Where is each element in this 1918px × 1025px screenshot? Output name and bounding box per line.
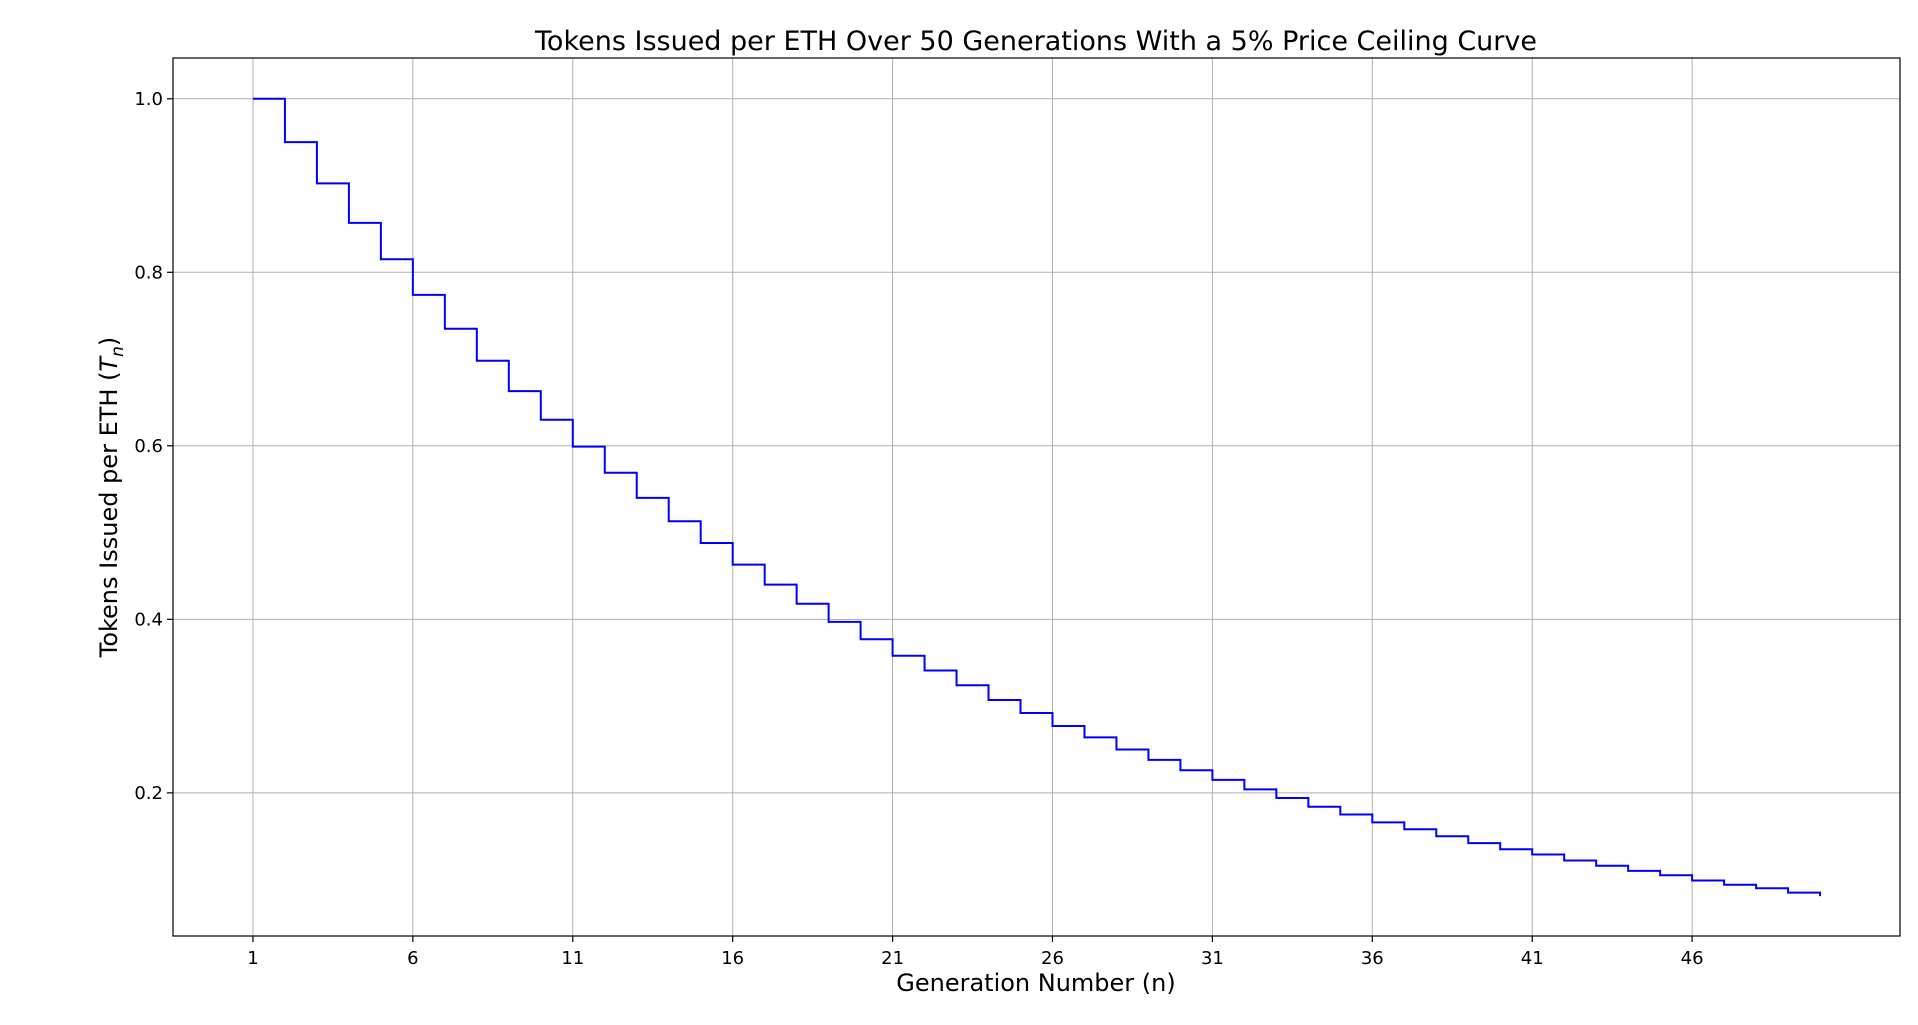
x-axis-label: Generation Number (n) [896, 969, 1176, 997]
x-tick-label: 41 [1521, 948, 1544, 969]
x-tick-label: 21 [881, 948, 904, 969]
y-axis-label-close: ) [95, 337, 123, 346]
x-tick-label: 16 [721, 948, 744, 969]
y-tick-label: 0.6 [134, 436, 163, 457]
y-tick-label: 0.4 [134, 609, 163, 630]
x-tick-label: 46 [1681, 948, 1704, 969]
x-tick-label: 31 [1201, 948, 1224, 969]
series-step-line [252, 97, 1822, 897]
x-tick-label: 36 [1361, 948, 1384, 969]
y-tick-label: 1.0 [134, 89, 163, 110]
y-tick-label: 0.8 [134, 262, 163, 283]
x-tick-label: 26 [1041, 948, 1064, 969]
x-tick-label: 11 [561, 948, 584, 969]
y-axis-label-symbol: T [95, 355, 123, 372]
x-tick-label: 6 [407, 948, 418, 969]
y-tick-label: 0.2 [134, 783, 163, 804]
series-layer [252, 97, 1822, 897]
chart-title: Tokens Issued per ETH Over 50 Generation… [534, 26, 1537, 57]
grid [173, 58, 1900, 936]
x-tick-label: 1 [247, 948, 258, 969]
ticks: 1 6 11 16 21 26 31 36 41 460.20.40.60.81.0 [134, 89, 1703, 969]
y-axis-label-subscript: n [108, 346, 128, 357]
plot-frame [172, 57, 1901, 937]
y-axis-label-text: Tokens Issued per ETH ( [95, 372, 123, 659]
y-axis-label: Tokens Issued per ETH (Tn) [95, 337, 128, 659]
